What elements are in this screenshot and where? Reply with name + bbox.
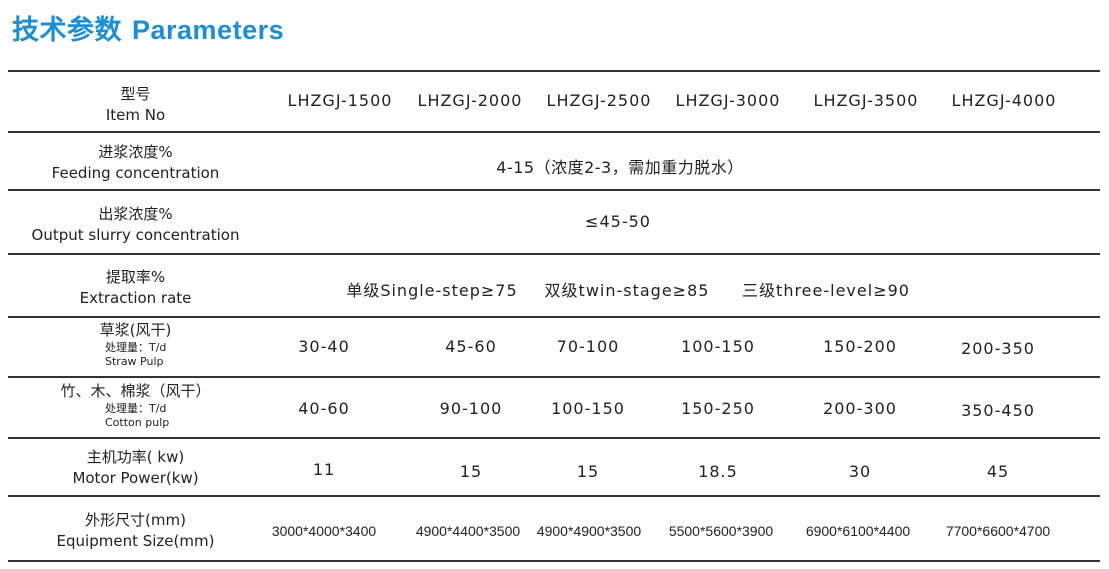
divider bbox=[8, 131, 1100, 133]
cell: 11 bbox=[312, 460, 336, 479]
label-zh: 提取率% bbox=[105, 268, 166, 286]
cell: 30 bbox=[848, 462, 872, 481]
divider bbox=[8, 560, 1100, 562]
divider bbox=[8, 376, 1100, 378]
cell: 4900*4900*3500 bbox=[536, 523, 642, 539]
cell: 3000*4000*3400 bbox=[271, 523, 377, 539]
cell: 单级Single-step≥75 bbox=[346, 281, 518, 300]
cell: 40-60 bbox=[298, 399, 350, 418]
row-label: 主机功率( kw) Motor Power(kw) bbox=[8, 447, 263, 489]
label-zh: 出浆浓度% bbox=[98, 205, 173, 223]
divider bbox=[8, 316, 1100, 318]
label-unit: 处理量：T/d bbox=[105, 402, 167, 415]
label-zh: 进浆浓度% bbox=[98, 143, 173, 161]
label-zh: 竹、木、棉浆（风干） bbox=[60, 382, 211, 400]
label-en: Extraction rate bbox=[79, 289, 192, 307]
cell: 45-60 bbox=[445, 337, 497, 356]
label-en: Motor Power(kw) bbox=[72, 469, 199, 487]
label-zh: 草浆(风干) bbox=[99, 321, 172, 339]
cell: 6900*6100*4400 bbox=[805, 523, 911, 539]
title-zh: 技术参数 bbox=[12, 15, 122, 45]
cell: 350-450 bbox=[961, 401, 1035, 420]
cell: 4900*4400*3500 bbox=[415, 523, 521, 539]
row-label: 出浆浓度% Output slurry concentration bbox=[8, 204, 263, 246]
divider bbox=[8, 189, 1100, 191]
row-label: 提取率% Extraction rate bbox=[8, 267, 263, 309]
cell: 200-350 bbox=[961, 339, 1035, 358]
cell: 双级twin-stage≥85 bbox=[544, 281, 710, 300]
row-label: 外形尺寸(mm) Equipment Size(mm) bbox=[8, 510, 263, 552]
title-en: Parameters bbox=[132, 15, 285, 45]
row-label: 型号 Item No bbox=[8, 84, 263, 126]
cell: LHZGJ-2500 bbox=[546, 91, 652, 110]
divider bbox=[8, 495, 1100, 497]
cell: LHZGJ-2000 bbox=[417, 91, 523, 110]
cell: 45 bbox=[986, 462, 1010, 481]
cell: LHZGJ-1500 bbox=[287, 91, 393, 110]
cell: 150-250 bbox=[681, 399, 755, 418]
cell: 18.5 bbox=[698, 462, 738, 481]
page-title: 技术参数 Parameters bbox=[12, 8, 294, 47]
label-zh: 型号 bbox=[120, 85, 151, 103]
cell: LHZGJ-4000 bbox=[951, 91, 1057, 110]
cell: 三级three-level≥90 bbox=[742, 281, 910, 300]
cell: ≤45-50 bbox=[585, 212, 651, 231]
cell: 5500*5600*3900 bbox=[668, 523, 774, 539]
label-zh: 主机功率( kw) bbox=[86, 448, 185, 466]
cell: 200-300 bbox=[823, 399, 897, 418]
row-label: 草浆(风干) 处理量：T/d Straw Pulp bbox=[8, 320, 263, 369]
cell: 30-40 bbox=[298, 337, 350, 356]
cell: 150-200 bbox=[823, 337, 897, 356]
label-en: Feeding concentration bbox=[51, 164, 220, 182]
cell: 4-15（浓度2-3，需加重力脱水） bbox=[496, 158, 744, 177]
label-en: Item No bbox=[105, 106, 166, 124]
label-unit: 处理量：T/d bbox=[105, 341, 167, 354]
cell: LHZGJ-3500 bbox=[813, 91, 919, 110]
label-en: Straw Pulp bbox=[105, 355, 164, 368]
cell: 7700*6600*4700 bbox=[945, 523, 1051, 539]
cell: 90-100 bbox=[439, 399, 503, 418]
cell: 15 bbox=[459, 462, 483, 481]
label-en: Cotton pulp bbox=[105, 416, 170, 429]
row-label: 进浆浓度% Feeding concentration bbox=[8, 142, 263, 184]
cell: 15 bbox=[576, 462, 600, 481]
cell: 70-100 bbox=[556, 337, 620, 356]
cell: LHZGJ-3000 bbox=[675, 91, 781, 110]
divider bbox=[8, 70, 1100, 72]
label-en: Output slurry concentration bbox=[31, 226, 240, 244]
cell: 100-150 bbox=[681, 337, 755, 356]
divider bbox=[8, 253, 1100, 255]
cell: 100-150 bbox=[551, 399, 625, 418]
row-label: 竹、木、棉浆（风干） 处理量：T/d Cotton pulp bbox=[8, 381, 263, 430]
label-en: Equipment Size(mm) bbox=[56, 532, 215, 550]
label-zh: 外形尺寸(mm) bbox=[85, 511, 186, 529]
divider bbox=[8, 437, 1100, 439]
